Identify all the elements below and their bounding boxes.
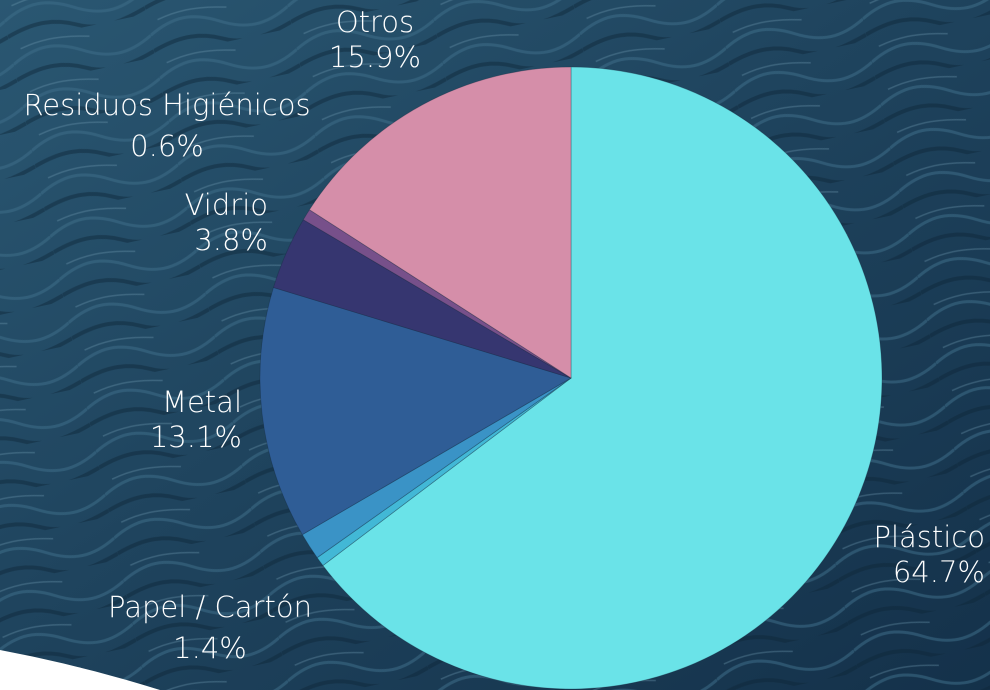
label-papel-name: Papel / Cartón [95, 590, 325, 625]
label-metal-name: Metal [120, 385, 242, 420]
label-vidrio-name: Vidrio [150, 188, 268, 223]
label-otros-name: Otros [315, 5, 435, 40]
label-plastico-pct: 64.7% [835, 555, 985, 590]
pie-chart [260, 67, 882, 689]
label-papel: Papel / Cartón 1.4% [95, 590, 325, 666]
label-higienicos: Residuos Higiénicos 0.6% [2, 88, 332, 164]
label-vidrio: Vidrio 3.8% [150, 188, 268, 258]
label-higienicos-pct: 0.6% [2, 129, 332, 164]
label-otros-pct: 15.9% [315, 40, 435, 75]
label-vidrio-pct: 3.8% [150, 223, 268, 258]
label-metal-pct: 13.1% [120, 420, 242, 455]
label-plastico: Plástico 64.7% [835, 520, 985, 590]
label-metal: Metal 13.1% [120, 385, 242, 455]
label-papel-pct: 1.4% [95, 631, 325, 666]
label-plastico-name: Plástico [835, 520, 985, 555]
label-higienicos-name: Residuos Higiénicos [2, 88, 332, 123]
label-otros: Otros 15.9% [315, 5, 435, 75]
